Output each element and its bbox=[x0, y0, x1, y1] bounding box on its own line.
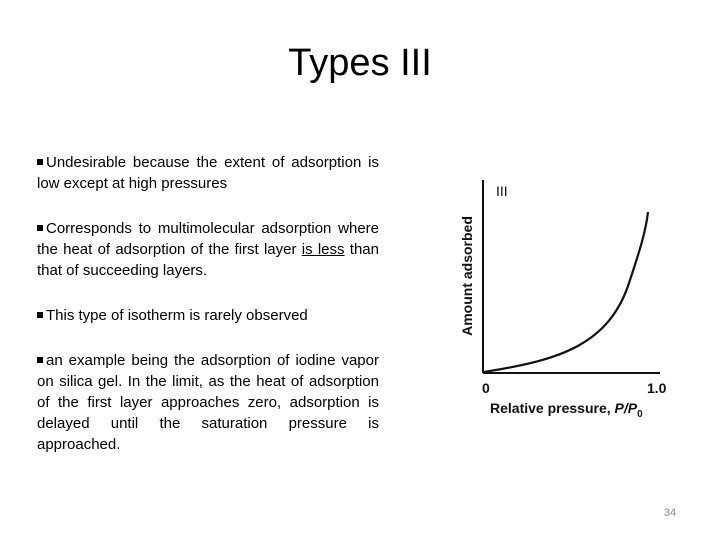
x-label-var: P/P bbox=[615, 400, 638, 416]
isotherm-figure: III Amount adsorbed 0 1.0 Relative press… bbox=[459, 180, 667, 420]
x-start-label: 0 bbox=[482, 380, 490, 396]
bullet: Corresponds to multimolecular adsorption… bbox=[37, 218, 379, 281]
y-axis-label: Amount adsorbed bbox=[459, 216, 475, 336]
bullet-text: than that of succeeding layers. bbox=[37, 241, 379, 279]
bullet-text: an example being the adsorption of iodin… bbox=[37, 352, 379, 453]
bullet-text: Corresponds to multimolecular adsorption… bbox=[37, 220, 379, 258]
slide-title: Types III bbox=[288, 42, 432, 84]
bullet-text: Undesirable because the extent of adsorp… bbox=[37, 154, 379, 192]
curve-label: III bbox=[496, 183, 508, 199]
underlined-text: is less bbox=[301, 241, 345, 258]
bullet: an example being the adsorption of iodin… bbox=[37, 350, 379, 455]
bullet-list: Undesirable because the extent of adsorp… bbox=[37, 152, 379, 479]
page-number: 34 bbox=[663, 507, 677, 519]
x-axis-label: Relative pressure, P/P0 bbox=[490, 400, 643, 420]
x-end-label: 1.0 bbox=[647, 380, 667, 396]
bullet: Undesirable because the extent of adsorp… bbox=[37, 152, 379, 194]
x-label-text: Relative pressure, bbox=[490, 400, 615, 416]
bullet-text: This type of isotherm is rarely observed bbox=[46, 307, 308, 324]
bullet: This type of isotherm is rarely observed bbox=[37, 305, 379, 326]
isotherm-curve bbox=[483, 211, 650, 374]
x-label-sub: 0 bbox=[637, 409, 643, 420]
